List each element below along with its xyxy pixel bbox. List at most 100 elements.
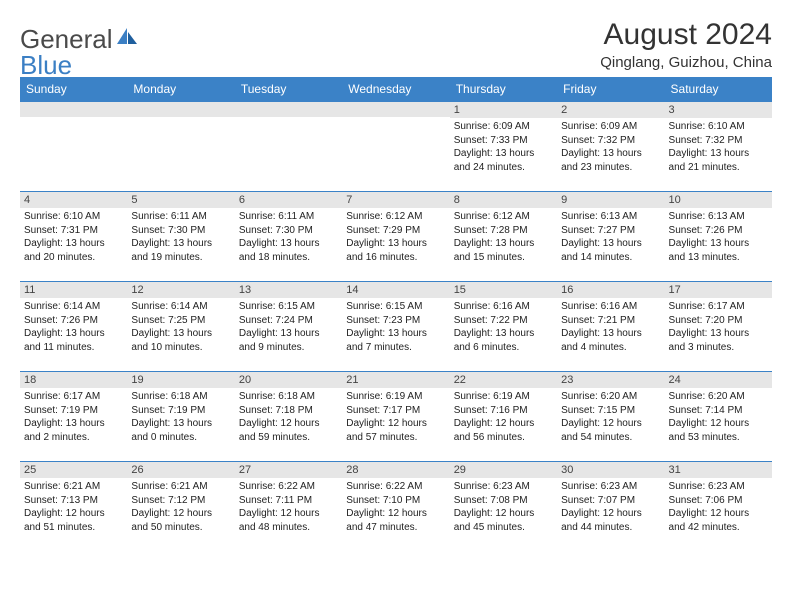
sun-info: Sunrise: 6:16 AMSunset: 7:21 PMDaylight:…	[561, 300, 660, 354]
day-cell	[127, 101, 234, 191]
day-cell-inner: 17 Sunrise: 6:17 AMSunset: 7:20 PMDayligh…	[665, 281, 772, 371]
sun-info: Sunrise: 6:09 AMSunset: 7:32 PMDaylight:…	[561, 120, 660, 174]
sun-info: Sunrise: 6:22 AMSunset: 7:11 PMDaylight:…	[239, 480, 338, 534]
day-cell: 12 Sunrise: 6:14 AMSunset: 7:25 PMDayligh…	[127, 281, 234, 371]
day-cell-inner: 2 Sunrise: 6:09 AMSunset: 7:32 PMDaylight…	[557, 101, 664, 191]
sun-info: Sunrise: 6:13 AMSunset: 7:27 PMDaylight:…	[561, 210, 660, 264]
sun-info: Sunrise: 6:17 AMSunset: 7:20 PMDaylight:…	[669, 300, 768, 354]
day-number: 12	[127, 281, 234, 298]
day-cell-inner: 11 Sunrise: 6:14 AMSunset: 7:26 PMDayligh…	[20, 281, 127, 371]
day-cell-inner: 15Sunrise: 6:16 AMSunset: 7:22 PMDayligh…	[450, 281, 557, 371]
day-cell-inner: 12 Sunrise: 6:14 AMSunset: 7:25 PMDayligh…	[127, 281, 234, 371]
day-cell: 22Sunrise: 6:19 AMSunset: 7:16 PMDayligh…	[450, 371, 557, 461]
day-cell: 17 Sunrise: 6:17 AMSunset: 7:20 PMDayligh…	[665, 281, 772, 371]
day-cell: 28Sunrise: 6:22 AMSunset: 7:10 PMDayligh…	[342, 461, 449, 551]
day-number: 26	[127, 461, 234, 478]
day-cell-inner: 23 Sunrise: 6:20 AMSunset: 7:15 PMDayligh…	[557, 371, 664, 461]
day-cell-inner: 14 Sunrise: 6:15 AMSunset: 7:23 PMDayligh…	[342, 281, 449, 371]
empty-day-bar	[342, 101, 449, 117]
day-cell: 21Sunrise: 6:19 AMSunset: 7:17 PMDayligh…	[342, 371, 449, 461]
day-number: 13	[235, 281, 342, 298]
day-cell: 10 Sunrise: 6:13 AMSunset: 7:26 PMDayligh…	[665, 191, 772, 281]
day-cell-inner: 21Sunrise: 6:19 AMSunset: 7:17 PMDayligh…	[342, 371, 449, 461]
day-number: 6	[235, 191, 342, 208]
day-header: Monday	[127, 77, 234, 101]
day-header: Friday	[557, 77, 664, 101]
week-row: 25 Sunrise: 6:21 AMSunset: 7:13 PMDayligh…	[20, 461, 772, 551]
day-number: 17	[665, 281, 772, 298]
sun-info: Sunrise: 6:21 AMSunset: 7:12 PMDaylight:…	[131, 480, 230, 534]
day-cell: 13 Sunrise: 6:15 AMSunset: 7:24 PMDayligh…	[235, 281, 342, 371]
day-cell: 16Sunrise: 6:16 AMSunset: 7:21 PMDayligh…	[557, 281, 664, 371]
title-block: August 2024 Qinglang, Guizhou, China	[600, 18, 772, 71]
day-cell: 30 Sunrise: 6:23 AMSunset: 7:07 PMDayligh…	[557, 461, 664, 551]
day-number: 25	[20, 461, 127, 478]
day-cell: 9 Sunrise: 6:13 AMSunset: 7:27 PMDaylight…	[557, 191, 664, 281]
day-number: 5	[127, 191, 234, 208]
day-cell-inner: 9 Sunrise: 6:13 AMSunset: 7:27 PMDaylight…	[557, 191, 664, 281]
day-number: 14	[342, 281, 449, 298]
sun-info: Sunrise: 6:19 AMSunset: 7:16 PMDaylight:…	[454, 390, 553, 444]
sun-info: Sunrise: 6:10 AMSunset: 7:31 PMDaylight:…	[24, 210, 123, 264]
brand-part2: Blue	[20, 50, 72, 81]
day-number: 30	[557, 461, 664, 478]
sun-info: Sunrise: 6:11 AMSunset: 7:30 PMDaylight:…	[131, 210, 230, 264]
day-cell-inner: 19 Sunrise: 6:18 AMSunset: 7:19 PMDayligh…	[127, 371, 234, 461]
sun-info: Sunrise: 6:23 AMSunset: 7:06 PMDaylight:…	[669, 480, 768, 534]
day-cell-inner: 6Sunrise: 6:11 AMSunset: 7:30 PMDaylight…	[235, 191, 342, 281]
day-cell: 23 Sunrise: 6:20 AMSunset: 7:15 PMDayligh…	[557, 371, 664, 461]
sun-info: Sunrise: 6:19 AMSunset: 7:17 PMDaylight:…	[346, 390, 445, 444]
sun-info: Sunrise: 6:15 AMSunset: 7:24 PMDaylight:…	[239, 300, 338, 354]
month-title: August 2024	[600, 18, 772, 52]
day-cell-inner: 28Sunrise: 6:22 AMSunset: 7:10 PMDayligh…	[342, 461, 449, 551]
day-number: 31	[665, 461, 772, 478]
day-header: Wednesday	[342, 77, 449, 101]
day-number: 3	[665, 101, 772, 118]
day-cell-inner: 16Sunrise: 6:16 AMSunset: 7:21 PMDayligh…	[557, 281, 664, 371]
week-row: 4Sunrise: 6:10 AMSunset: 7:31 PMDaylight…	[20, 191, 772, 281]
day-cell: 11 Sunrise: 6:14 AMSunset: 7:26 PMDayligh…	[20, 281, 127, 371]
day-cell: 7Sunrise: 6:12 AMSunset: 7:29 PMDaylight…	[342, 191, 449, 281]
header: General August 2024 Qinglang, Guizhou, C…	[20, 18, 772, 71]
week-row: 1Sunrise: 6:09 AMSunset: 7:33 PMDaylight…	[20, 101, 772, 191]
day-cell	[342, 101, 449, 191]
sun-info: Sunrise: 6:14 AMSunset: 7:25 PMDaylight:…	[131, 300, 230, 354]
day-cell-inner: 30 Sunrise: 6:23 AMSunset: 7:07 PMDayligh…	[557, 461, 664, 551]
day-number: 10	[665, 191, 772, 208]
day-cell-inner: 18Sunrise: 6:17 AMSunset: 7:19 PMDayligh…	[20, 371, 127, 461]
day-cell-inner: 31 Sunrise: 6:23 AMSunset: 7:06 PMDayligh…	[665, 461, 772, 551]
day-cell-inner	[20, 101, 127, 191]
sun-info: Sunrise: 6:14 AMSunset: 7:26 PMDaylight:…	[24, 300, 123, 354]
day-cell: 25 Sunrise: 6:21 AMSunset: 7:13 PMDayligh…	[20, 461, 127, 551]
day-cell-inner: 20 Sunrise: 6:18 AMSunset: 7:18 PMDayligh…	[235, 371, 342, 461]
calendar-body: 1Sunrise: 6:09 AMSunset: 7:33 PMDaylight…	[20, 101, 772, 551]
week-row: 18Sunrise: 6:17 AMSunset: 7:19 PMDayligh…	[20, 371, 772, 461]
day-cell: 24Sunrise: 6:20 AMSunset: 7:14 PMDayligh…	[665, 371, 772, 461]
day-cell: 20 Sunrise: 6:18 AMSunset: 7:18 PMDayligh…	[235, 371, 342, 461]
day-cell-inner: 27Sunrise: 6:22 AMSunset: 7:11 PMDayligh…	[235, 461, 342, 551]
sun-info: Sunrise: 6:15 AMSunset: 7:23 PMDaylight:…	[346, 300, 445, 354]
empty-day-bar	[20, 101, 127, 117]
day-cell-inner: 26 Sunrise: 6:21 AMSunset: 7:12 PMDayligh…	[127, 461, 234, 551]
day-cell: 3Sunrise: 6:10 AMSunset: 7:32 PMDaylight…	[665, 101, 772, 191]
sun-info: Sunrise: 6:18 AMSunset: 7:18 PMDaylight:…	[239, 390, 338, 444]
day-cell: 14 Sunrise: 6:15 AMSunset: 7:23 PMDayligh…	[342, 281, 449, 371]
day-number: 18	[20, 371, 127, 388]
day-number: 19	[127, 371, 234, 388]
location-subtitle: Qinglang, Guizhou, China	[600, 54, 772, 71]
day-number: 2	[557, 101, 664, 118]
sun-info: Sunrise: 6:20 AMSunset: 7:15 PMDaylight:…	[561, 390, 660, 444]
sun-info: Sunrise: 6:13 AMSunset: 7:26 PMDaylight:…	[669, 210, 768, 264]
day-cell: 8Sunrise: 6:12 AMSunset: 7:28 PMDaylight…	[450, 191, 557, 281]
sun-info: Sunrise: 6:21 AMSunset: 7:13 PMDaylight:…	[24, 480, 123, 534]
day-number: 7	[342, 191, 449, 208]
sun-info: Sunrise: 6:18 AMSunset: 7:19 PMDaylight:…	[131, 390, 230, 444]
day-header: Tuesday	[235, 77, 342, 101]
day-number: 11	[20, 281, 127, 298]
day-number: 23	[557, 371, 664, 388]
day-number: 9	[557, 191, 664, 208]
day-number: 20	[235, 371, 342, 388]
day-cell: 2 Sunrise: 6:09 AMSunset: 7:32 PMDaylight…	[557, 101, 664, 191]
sun-info: Sunrise: 6:23 AMSunset: 7:07 PMDaylight:…	[561, 480, 660, 534]
day-cell-inner: 3Sunrise: 6:10 AMSunset: 7:32 PMDaylight…	[665, 101, 772, 191]
